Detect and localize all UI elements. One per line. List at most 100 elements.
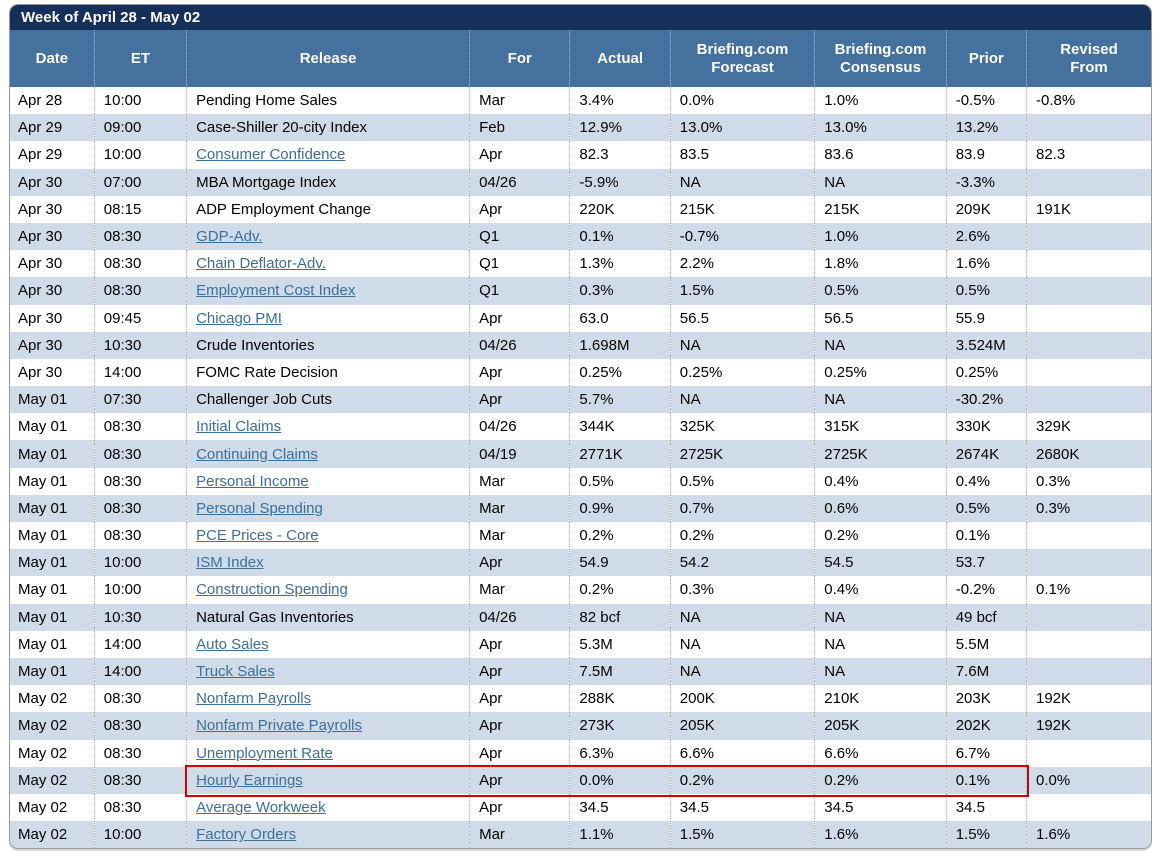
cell-et: 10:00 [93, 87, 187, 115]
cell-for: Apr [469, 739, 570, 767]
cell-consensus: 0.4% [814, 576, 947, 604]
cell-forecast: NA [669, 603, 815, 631]
cell-release: Initial Claims [186, 413, 470, 441]
release-link[interactable]: Personal Spending [196, 499, 323, 517]
cell-release: Consumer Confidence [186, 141, 470, 169]
cell-date: Apr 29 [18, 119, 63, 137]
cell-release: ISM Index [186, 549, 470, 577]
cell-actual: 6.3% [569, 739, 671, 767]
cell-revised: -0.8% [1026, 87, 1151, 115]
cell-revised: 192K [1026, 712, 1151, 740]
cell-prior: 1.5% [945, 821, 1027, 849]
release-link[interactable]: Chicago PMI [196, 309, 282, 327]
cell-forecast: 54.2 [669, 549, 815, 577]
cell-et: 10:00 [93, 549, 187, 577]
release-link[interactable]: Consumer Confidence [196, 146, 346, 164]
cell-release: Challenger Job Cuts [186, 386, 470, 414]
release-link[interactable]: Personal Income [196, 472, 309, 490]
cell-actual: 0.25% [569, 358, 671, 387]
cell-release: Unemployment Rate [186, 739, 470, 767]
table-row: May 01 14:00 Auto Sales Apr 5.3M NA NA 5.5M [10, 630, 1151, 658]
cell-date: May 02 [18, 744, 68, 762]
cell-for: Apr [469, 549, 570, 577]
cell-for: 04/26 [469, 168, 570, 196]
cell-date: Apr 30 [18, 255, 63, 273]
release-link[interactable]: PCE Prices - Core [196, 527, 319, 545]
cell-date: May 02 [18, 771, 68, 789]
cell-for: Apr [469, 766, 570, 794]
cell-release: FOMC Rate Decision [186, 358, 470, 387]
cell-et: 08:30 [93, 739, 187, 767]
release-link[interactable]: Auto Sales [196, 635, 269, 653]
release-link[interactable]: Nonfarm Payrolls [196, 690, 312, 708]
cell-actual: 0.3% [569, 277, 671, 305]
week-title: Week of April 28 - May 02 [21, 9, 201, 26]
cell-date: May 01 [18, 391, 68, 409]
cell-date: May 01 [18, 499, 68, 517]
release-link[interactable]: GDP-Adv. [196, 228, 263, 246]
cell-prior: -0.5% [945, 87, 1027, 115]
cell-actual: 82 bcf [569, 603, 671, 631]
column-header-date: Date [10, 30, 95, 87]
cell-actual: 82.3 [569, 141, 671, 169]
release-link[interactable]: Employment Cost Index [196, 282, 356, 300]
cell-et: 08:30 [93, 222, 187, 251]
cell-consensus: 83.6 [814, 141, 947, 169]
cell-actual: 288K [569, 685, 671, 713]
release-link[interactable]: Continuing Claims [196, 445, 318, 463]
cell-revised [1026, 603, 1151, 631]
cell-actual: 344K [569, 413, 671, 441]
column-header-release: Release [186, 30, 470, 87]
cell-consensus: NA [814, 603, 947, 631]
table-row: Apr 30 10:30 Crude Inventories 04/26 1.698M N… [10, 331, 1151, 359]
cell-et: 08:15 [93, 195, 187, 223]
cell-et: 08:30 [93, 766, 187, 794]
cell-for: 04/26 [469, 603, 570, 631]
release-link[interactable]: Chain Deflator-Adv. [196, 255, 326, 273]
cell-consensus: 6.6% [814, 739, 947, 767]
cell-date: Apr 30 [18, 200, 63, 218]
cell-revised [1026, 739, 1151, 767]
release-link[interactable]: Factory Orders [196, 826, 297, 844]
table-row: Apr 30 08:30 Employment Cost Index Q1 0.3% 1.… [10, 277, 1151, 305]
cell-prior: 203K [945, 685, 1027, 713]
cell-for: Mar [469, 87, 570, 115]
cell-actual: 0.5% [569, 467, 671, 495]
cell-release: Case-Shiller 20-city Index [186, 114, 470, 142]
cell-consensus: 1.0% [814, 87, 947, 115]
release-link[interactable]: ISM Index [196, 554, 264, 572]
release-link[interactable]: Initial Claims [196, 418, 282, 436]
cell-for: Mar [469, 576, 570, 604]
release-link[interactable]: Unemployment Rate [196, 744, 333, 762]
cell-release: PCE Prices - Core [186, 522, 470, 550]
release-link[interactable]: Average Workweek [196, 798, 326, 816]
cell-for: 04/19 [469, 440, 570, 468]
cell-prior: 5.5M [945, 630, 1027, 658]
cell-date: May 01 [18, 472, 68, 490]
cell-revised [1026, 522, 1151, 550]
cell-consensus: 13.0% [814, 114, 947, 142]
cell-consensus: 0.4% [814, 467, 947, 495]
table-row: Apr 30 08:30 Chain Deflator-Adv. Q1 1.3% 2.2%… [10, 250, 1151, 278]
release-link[interactable]: Construction Spending [196, 581, 348, 599]
release-link[interactable]: Truck Sales [196, 663, 275, 681]
cell-prior: 6.7% [945, 739, 1027, 767]
cell-prior: 0.1% [945, 766, 1027, 794]
table-row: May 02 10:00 Factory Orders Mar 1.1% 1.5% 1.6%… [10, 821, 1151, 849]
cell-revised [1026, 222, 1151, 251]
cell-et: 08:30 [93, 685, 187, 713]
cell-date: May 01 [18, 554, 68, 572]
week-title-bar: Week of April 28 - May 02 [10, 5, 1151, 30]
release-link[interactable]: Hourly Earnings [196, 771, 303, 789]
cell-et: 08:30 [93, 712, 187, 740]
cell-revised [1026, 630, 1151, 658]
table-row: Apr 30 08:15 ADP Employment Change Apr 220K 2… [10, 195, 1151, 223]
release-link[interactable]: Nonfarm Private Payrolls [196, 717, 362, 735]
cell-actual: 7.5M [569, 657, 671, 686]
cell-release: MBA Mortgage Index [186, 168, 470, 196]
cell-release: Auto Sales [186, 630, 470, 658]
table-row: May 02 08:30 Hourly Earnings Apr 0.0% 0.2% 0.2… [10, 766, 1151, 794]
cell-consensus: 0.2% [814, 766, 947, 794]
cell-date: Apr 30 [18, 336, 63, 354]
cell-for: Apr [469, 685, 570, 713]
